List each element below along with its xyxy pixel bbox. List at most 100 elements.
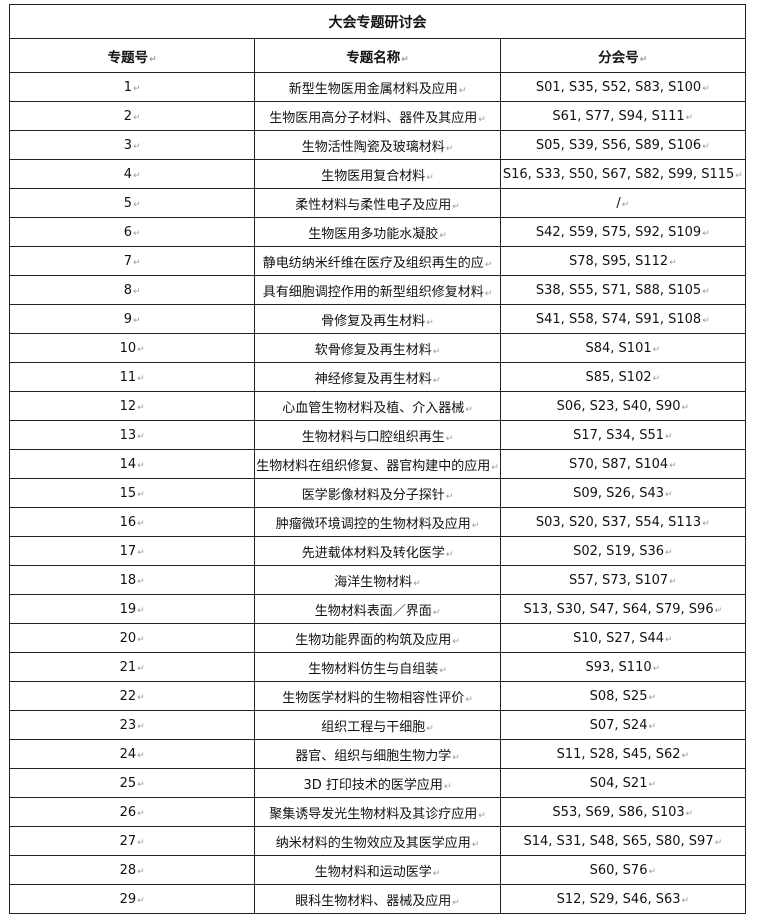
session-numbers-cell[interactable]: S02, S19, S36 bbox=[499, 536, 747, 566]
topic-number-cell[interactable]: 14 bbox=[8, 449, 256, 479]
session-numbers-cell[interactable]: S85, S102 bbox=[499, 362, 747, 392]
topic-number-cell[interactable]: 29 bbox=[8, 884, 256, 914]
topic-name-cell[interactable]: 生物材料与口腔组织再生 bbox=[254, 420, 501, 450]
table-row: 18 海洋生物材料 S57, S73, S107 bbox=[8, 565, 747, 595]
topic-number-cell[interactable]: 25 bbox=[8, 768, 256, 798]
topic-number-cell[interactable]: 17 bbox=[8, 536, 256, 566]
topic-number-cell[interactable]: 10 bbox=[8, 333, 256, 363]
topic-name-cell[interactable]: 软骨修复及再生材料 bbox=[254, 333, 501, 363]
topic-number-cell[interactable]: 27 bbox=[8, 826, 256, 856]
topic-name-cell-text: 纳米材料的生物效应及其医学应用 bbox=[276, 836, 480, 851]
topic-name-cell-text: 静电纺纳米纤维在医疗及组织再生的应 bbox=[263, 256, 493, 271]
header-topic-number-text: 专题号 bbox=[108, 50, 157, 66]
topic-number-cell[interactable]: 12 bbox=[8, 391, 256, 421]
session-numbers-cell[interactable]: S16, S33, S50, S67, S82, S99, S115 bbox=[499, 159, 747, 189]
session-numbers-cell-text: S10, S27, S44 bbox=[573, 631, 672, 646]
topic-number-cell[interactable]: 16 bbox=[8, 507, 256, 537]
topic-name-cell[interactable]: 眼科生物材料、器械及应用 bbox=[254, 884, 501, 914]
topic-name-cell[interactable]: 生物材料和运动医学 bbox=[254, 855, 501, 885]
topic-number-cell[interactable]: 1 bbox=[8, 72, 256, 102]
topic-name-cell[interactable]: 聚集诱导发光生物材料及其诊疗应用 bbox=[254, 797, 501, 827]
topic-name-cell[interactable]: 心血管生物材料及植、介入器械 bbox=[254, 391, 501, 421]
session-numbers-cell[interactable]: / bbox=[499, 188, 747, 218]
table-title[interactable]: 大会专题研讨会 bbox=[9, 4, 746, 39]
topic-name-cell[interactable]: 先进载体材料及转化医学 bbox=[254, 536, 501, 566]
session-numbers-cell[interactable]: S84, S101 bbox=[499, 333, 747, 363]
topic-number-cell[interactable]: 5 bbox=[8, 188, 256, 218]
topic-number-cell-text: 20 bbox=[120, 631, 145, 646]
topic-number-cell[interactable]: 22 bbox=[8, 681, 256, 711]
topic-name-cell[interactable]: 3D 打印技术的医学应用 bbox=[254, 768, 501, 798]
session-numbers-cell[interactable]: S03, S20, S37, S54, S113 bbox=[499, 507, 747, 537]
topic-number-cell[interactable]: 18 bbox=[8, 565, 256, 595]
topic-name-cell[interactable]: 生物医用高分子材料、器件及其应用 bbox=[254, 101, 501, 131]
topic-name-cell[interactable]: 柔性材料与柔性电子及应用 bbox=[254, 188, 501, 218]
session-numbers-cell[interactable]: S07, S24 bbox=[499, 710, 747, 740]
session-numbers-cell[interactable]: S08, S25 bbox=[499, 681, 747, 711]
topic-name-cell[interactable]: 生物医用复合材料 bbox=[254, 159, 501, 189]
topic-number-cell[interactable]: 15 bbox=[8, 478, 256, 508]
session-numbers-cell[interactable]: S05, S39, S56, S89, S106 bbox=[499, 130, 747, 160]
session-numbers-cell[interactable]: S11, S28, S45, S62 bbox=[499, 739, 747, 769]
topic-name-cell[interactable]: 肿瘤微环境调控的生物材料及应用 bbox=[254, 507, 501, 537]
table-row: 22 生物医学材料的生物相容性评价 S08, S25 bbox=[8, 681, 747, 711]
topic-name-cell[interactable]: 生物功能界面的构筑及应用 bbox=[254, 623, 501, 653]
topic-number-cell[interactable]: 2 bbox=[8, 101, 256, 131]
topic-name-cell[interactable]: 神经修复及再生材料 bbox=[254, 362, 501, 392]
topic-name-cell[interactable]: 器官、组织与细胞生物力学 bbox=[254, 739, 501, 769]
topic-name-cell-text: 眼科生物材料、器械及应用 bbox=[295, 894, 460, 909]
session-numbers-cell-text: S11, S28, S45, S62 bbox=[557, 747, 690, 762]
session-numbers-cell[interactable]: S53, S69, S86, S103 bbox=[499, 797, 747, 827]
topic-number-cell[interactable]: 4 bbox=[8, 159, 256, 189]
topic-name-cell[interactable]: 医学影像材料及分子探针 bbox=[254, 478, 501, 508]
topic-number-cell[interactable]: 21 bbox=[8, 652, 256, 682]
topic-name-cell[interactable]: 新型生物医用金属材料及应用 bbox=[254, 72, 501, 102]
session-numbers-cell[interactable]: S06, S23, S40, S90 bbox=[499, 391, 747, 421]
session-numbers-cell[interactable]: S17, S34, S51 bbox=[499, 420, 747, 450]
topic-name-cell[interactable]: 骨修复及再生材料 bbox=[254, 304, 501, 334]
session-numbers-cell[interactable]: S13, S30, S47, S64, S79, S96 bbox=[499, 594, 747, 624]
topic-name-cell[interactable]: 生物材料仿生与自组装 bbox=[254, 652, 501, 682]
topic-number-cell[interactable]: 26 bbox=[8, 797, 256, 827]
topic-name-cell[interactable]: 静电纺纳米纤维在医疗及组织再生的应 bbox=[254, 246, 501, 276]
topic-number-cell[interactable]: 13 bbox=[8, 420, 256, 450]
session-numbers-cell[interactable]: S60, S76 bbox=[499, 855, 747, 885]
topic-number-cell[interactable]: 3 bbox=[8, 130, 256, 160]
session-numbers-cell[interactable]: S93, S110 bbox=[499, 652, 747, 682]
topic-number-cell[interactable]: 7 bbox=[8, 246, 256, 276]
session-numbers-cell[interactable]: S41, S58, S74, S91, S108 bbox=[499, 304, 747, 334]
topic-number-cell[interactable]: 23 bbox=[8, 710, 256, 740]
session-numbers-cell[interactable]: S04, S21 bbox=[499, 768, 747, 798]
topic-number-cell[interactable]: 20 bbox=[8, 623, 256, 653]
topic-name-cell[interactable]: 组织工程与干细胞 bbox=[254, 710, 501, 740]
topic-name-cell[interactable]: 生物材料表面／界面 bbox=[254, 594, 501, 624]
session-numbers-cell[interactable]: S01, S35, S52, S83, S100 bbox=[499, 72, 747, 102]
table-row: 16 肿瘤微环境调控的生物材料及应用 S03, S20, S37, S54, S11… bbox=[8, 507, 747, 537]
topic-number-cell[interactable]: 6 bbox=[8, 217, 256, 247]
session-numbers-cell[interactable]: S70, S87, S104 bbox=[499, 449, 747, 479]
topic-number-cell[interactable]: 28 bbox=[8, 855, 256, 885]
topic-name-cell[interactable]: 纳米材料的生物效应及其医学应用 bbox=[254, 826, 501, 856]
topic-name-cell[interactable]: 生物材料在组织修复、器官构建中的应用 bbox=[254, 449, 501, 479]
session-numbers-cell[interactable]: S10, S27, S44 bbox=[499, 623, 747, 653]
session-numbers-cell[interactable]: S78, S95, S112 bbox=[499, 246, 747, 276]
topic-name-cell-text: 先进载体材料及转化医学 bbox=[302, 546, 454, 561]
session-numbers-cell[interactable]: S14, S31, S48, S65, S80, S97 bbox=[499, 826, 747, 856]
session-numbers-cell[interactable]: S42, S59, S75, S92, S109 bbox=[499, 217, 747, 247]
topic-number-cell[interactable]: 8 bbox=[8, 275, 256, 305]
topic-name-cell[interactable]: 具有细胞调控作用的新型组织修复材料 bbox=[254, 275, 501, 305]
topic-name-cell[interactable]: 生物活性陶瓷及玻璃材料 bbox=[254, 130, 501, 160]
session-numbers-cell[interactable]: S57, S73, S107 bbox=[499, 565, 747, 595]
topic-number-cell[interactable]: 19 bbox=[8, 594, 256, 624]
session-numbers-cell[interactable]: S09, S26, S43 bbox=[499, 478, 747, 508]
session-numbers-cell-text: S05, S39, S56, S89, S106 bbox=[536, 138, 710, 153]
topic-number-cell[interactable]: 24 bbox=[8, 739, 256, 769]
session-numbers-cell[interactable]: S38, S55, S71, S88, S105 bbox=[499, 275, 747, 305]
topic-number-cell[interactable]: 11 bbox=[8, 362, 256, 392]
topic-name-cell[interactable]: 海洋生物材料 bbox=[254, 565, 501, 595]
session-numbers-cell[interactable]: S12, S29, S46, S63 bbox=[499, 884, 747, 914]
topic-number-cell[interactable]: 9 bbox=[8, 304, 256, 334]
topic-name-cell[interactable]: 生物医学材料的生物相容性评价 bbox=[254, 681, 501, 711]
session-numbers-cell[interactable]: S61, S77, S94, S111 bbox=[499, 101, 747, 131]
topic-name-cell[interactable]: 生物医用多功能水凝胶 bbox=[254, 217, 501, 247]
